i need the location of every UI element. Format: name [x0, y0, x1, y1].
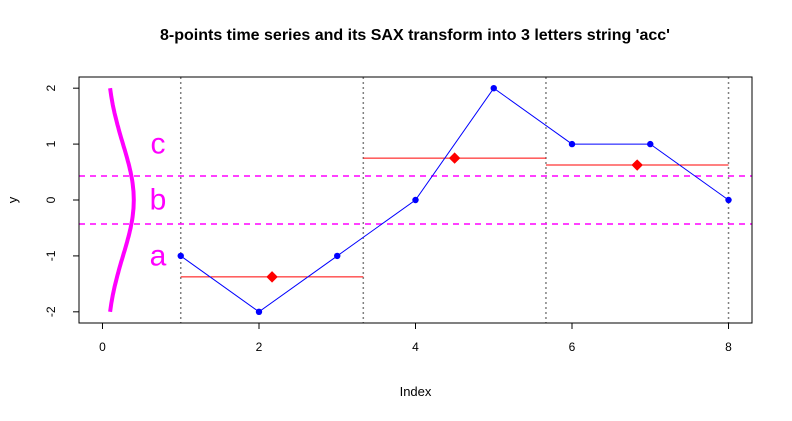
y-tick-label-0: 0	[44, 196, 58, 203]
chart-title: 8-points time series and its SAX transfo…	[160, 27, 670, 44]
series-point-1	[255, 308, 263, 316]
time-series	[177, 84, 732, 316]
series-point-2	[334, 252, 341, 260]
x-tick-label-6: 6	[569, 340, 576, 354]
y-tick-label--1: -1	[44, 250, 58, 261]
series-line-0	[180, 87, 729, 313]
letter-c: c	[151, 128, 166, 161]
series-point-6	[647, 140, 654, 148]
paa-marker-2	[631, 159, 643, 171]
series-point-7	[725, 196, 732, 204]
series-point-5	[568, 140, 576, 148]
paa-marker-1	[448, 152, 461, 164]
x-tick-label-8: 8	[725, 340, 732, 354]
breakpoint-lines	[79, 175, 752, 225]
y-tick-label-1: 1	[44, 140, 58, 147]
x-tick-label-0: 0	[99, 340, 106, 354]
x-tick-label-4: 4	[412, 340, 419, 354]
x-axis-title: Index	[400, 384, 432, 399]
x-tick-label-2: 2	[256, 340, 263, 354]
y-tick-label--2: -2	[44, 306, 58, 317]
letter-a: a	[150, 239, 167, 272]
alphabet-letters: cba	[150, 128, 167, 273]
paa-segments	[180, 152, 729, 283]
series-point-0	[177, 252, 184, 260]
axes: 0 2 4 6 8 -2 -1 0 1 2 Index y	[5, 76, 753, 399]
y-axis-title: y	[5, 196, 20, 203]
series-point-4	[490, 84, 497, 92]
series-point-3	[412, 196, 419, 204]
gaussian-density-curve	[108, 87, 136, 313]
gaussian-curve	[108, 87, 136, 313]
paa-marker-0	[266, 271, 278, 283]
letter-b: b	[150, 184, 167, 217]
segment-boundaries	[179, 77, 730, 323]
y-tick-label-2: 2	[44, 85, 58, 92]
